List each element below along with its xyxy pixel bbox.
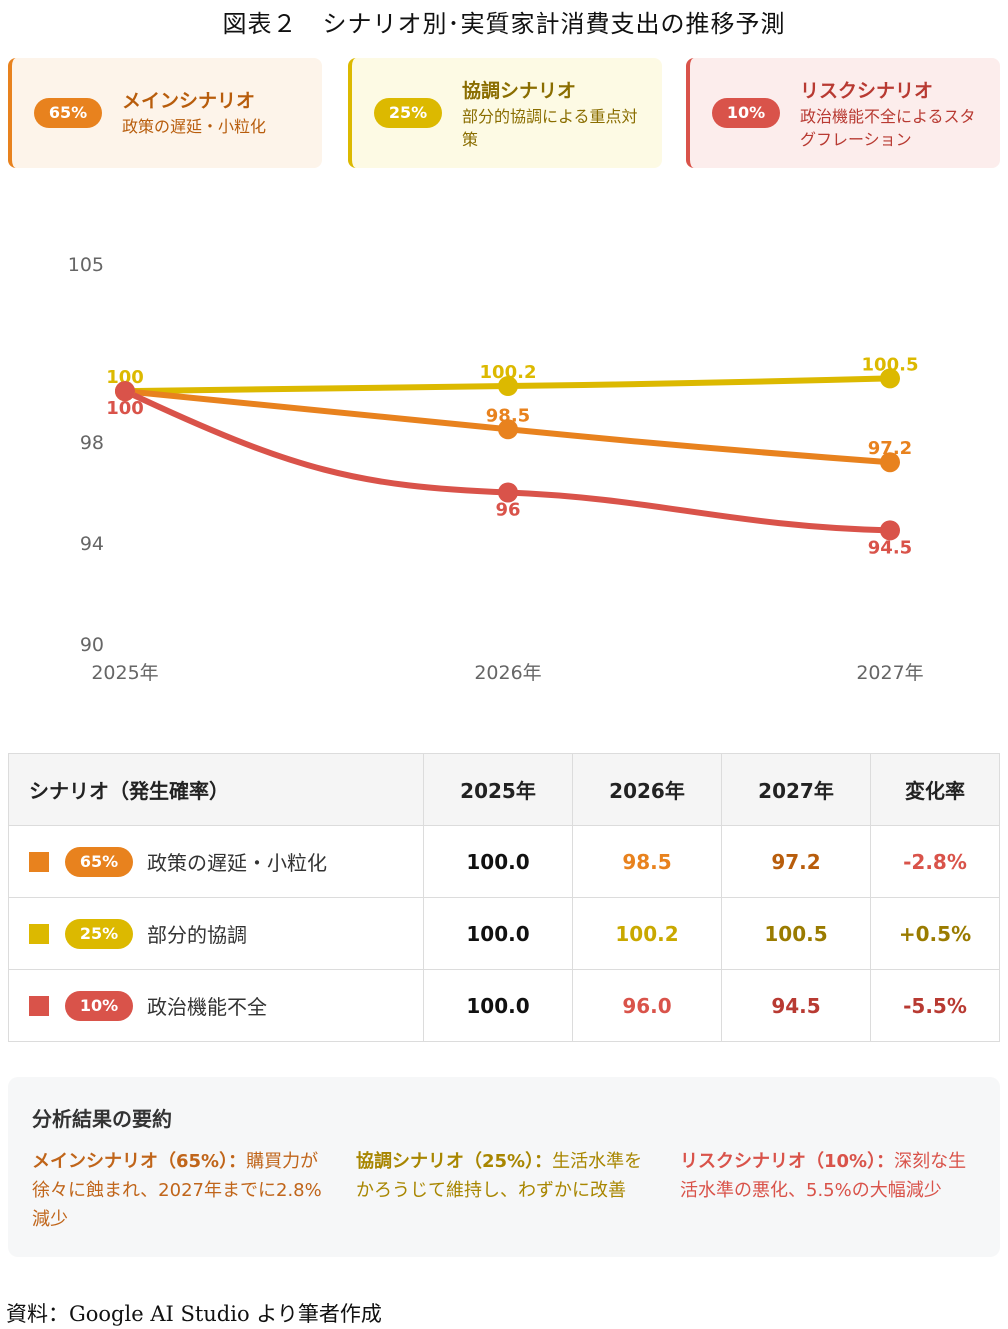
main-data-point <box>498 419 518 440</box>
card-risk-scenario: 10% リスクシナリオ 政治機能不全によるスタグフレーション <box>686 58 1000 168</box>
change-rate: -5.5% <box>870 969 1000 1042</box>
main-probability-badge: 65% <box>34 98 102 128</box>
table-header: 2026年 <box>572 753 722 826</box>
coop-data-label: 100 <box>106 367 144 388</box>
coop-data-label: 100.2 <box>480 362 537 383</box>
summary-main-text: 購買力が徐々に蝕まれ、2027年までに2.8%減少 <box>32 1151 322 1230</box>
value-2025: 100.0 <box>423 825 573 898</box>
y-tick-label: 94 <box>80 533 104 555</box>
summary-risk-label: リスクシナリオ（10%）： <box>680 1151 895 1172</box>
coop-probability-badge: 25% <box>374 98 442 128</box>
card-coop-scenario: 25% 協調シナリオ 部分的協調による重点対策 <box>348 58 662 168</box>
summary-main: メインシナリオ（65%）：購買力が徐々に蝕まれ、2027年までに2.8%減少 <box>32 1147 332 1234</box>
legend-square <box>29 923 49 944</box>
risk-data-label: 96 <box>495 500 520 521</box>
summary-coop-label: 協調シナリオ（25%）： <box>356 1151 553 1172</box>
risk-data-label: 94.5 <box>868 537 912 558</box>
table-row: 25% 部分的協調 100.0 100.2 100.5 +0.5% <box>8 897 1000 970</box>
scenario-label: 部分的協調 <box>147 923 247 947</box>
main-data-point <box>880 452 900 473</box>
value-2027: 94.5 <box>721 969 871 1042</box>
table-row: 65% 政策の遅延・小粒化 100.0 98.5 97.2 -2.8% <box>8 825 1000 898</box>
main-data-label: 98.5 <box>486 405 530 426</box>
scenario-label: 政策の遅延・小粒化 <box>147 851 327 875</box>
summary-heading: 分析結果の要約 <box>32 1107 172 1131</box>
coop-data-label: 100.5 <box>862 354 919 375</box>
risk-scenario-name: リスクシナリオ <box>800 80 934 102</box>
page-title: 図表２ シナリオ別･実質家計消費支出の推移予測 <box>222 10 786 38</box>
summary-coop: 協調シナリオ（25%）：生活水準をかろうじて維持し、わずかに改善 <box>356 1147 656 1205</box>
value-2026: 100.2 <box>572 897 722 970</box>
table-header: 2025年 <box>423 753 573 826</box>
table-row: 10% 政治機能不全 100.0 96.0 94.5 -5.5% <box>8 969 1000 1042</box>
table-header: 変化率 <box>870 753 1000 826</box>
probability-badge: 25% <box>65 918 133 949</box>
summary-risk-text: 深刻な生活水準の悪化、5.5%の大幅減少 <box>680 1151 967 1201</box>
y-tick-label: 98 <box>80 432 104 454</box>
change-rate: -2.8% <box>870 825 1000 898</box>
table-header-row: シナリオ（発生確率） 2025年 2026年 2027年 変化率 <box>8 753 1000 826</box>
risk-data-label: 100 <box>106 398 144 419</box>
x-tick-label: 2026年 <box>474 662 541 684</box>
value-2026: 96.0 <box>572 969 722 1042</box>
x-tick-label: 2025年 <box>91 662 158 684</box>
coop-data-point <box>880 368 900 389</box>
coop-data-point <box>498 376 518 397</box>
main-scenario-name: メインシナリオ <box>122 90 256 112</box>
y-tick-label: 90 <box>80 634 104 656</box>
summary-coop-text: 生活水準をかろうじて維持し、わずかに改善 <box>356 1151 643 1201</box>
risk-probability-badge: 10% <box>712 98 780 128</box>
value-2025: 100.0 <box>423 897 573 970</box>
legend-square <box>29 995 49 1016</box>
value-2026: 98.5 <box>572 825 722 898</box>
scenario-cell: 25% 部分的協調 <box>8 897 424 970</box>
coop-scenario-desc: 部分的協調による重点対策 <box>462 107 638 149</box>
summary-risk: リスクシナリオ（10%）：深刻な生活水準の悪化、5.5%の大幅減少 <box>680 1147 980 1205</box>
main-scenario-desc: 政策の遅延・小粒化 <box>122 117 267 136</box>
data-table: シナリオ（発生確率） 2025年 2026年 2027年 変化率 65% 政策の… <box>8 753 1000 1042</box>
change-rate: +0.5% <box>870 897 1000 970</box>
scenario-cell: 10% 政治機能不全 <box>8 969 424 1042</box>
legend-square <box>29 851 49 872</box>
risk-data-point <box>880 520 900 541</box>
risk-scenario-desc: 政治機能不全によるスタグフレーション <box>800 107 976 149</box>
x-tick-label: 2027年 <box>856 662 923 684</box>
source-note: 資料：Google AI Studio より筆者作成 <box>6 1302 382 1326</box>
table-header: 2027年 <box>721 753 871 826</box>
value-2027: 97.2 <box>721 825 871 898</box>
scenario-label: 政治機能不全 <box>147 995 267 1019</box>
probability-badge: 65% <box>65 846 133 877</box>
coop-scenario-name: 協調シナリオ <box>462 80 577 102</box>
y-tick-label: 105 <box>68 254 104 276</box>
card-main-scenario: 65% メインシナリオ 政策の遅延・小粒化 <box>8 58 322 168</box>
main-data-label: 97.2 <box>868 438 912 459</box>
scenario-cell: 65% 政策の遅延・小粒化 <box>8 825 424 898</box>
risk-data-point <box>115 381 135 402</box>
summary-box: 分析結果の要約 メインシナリオ（65%）：購買力が徐々に蝕まれ、2027年までに… <box>8 1077 1000 1257</box>
summary-main-label: メインシナリオ（65%）： <box>32 1151 247 1172</box>
risk-data-point <box>498 482 518 503</box>
scenario-cards: 65% メインシナリオ 政策の遅延・小粒化 25% 協調シナリオ 部分的協調によ… <box>8 58 1000 168</box>
probability-badge: 10% <box>65 990 133 1021</box>
value-2027: 100.5 <box>721 897 871 970</box>
line-chart: 105 98 94 90 2025年 2026年 2027年 100 100.2 100.5 98.… <box>68 254 924 684</box>
table-header: シナリオ（発生確率） <box>8 753 424 826</box>
value-2025: 100.0 <box>423 969 573 1042</box>
